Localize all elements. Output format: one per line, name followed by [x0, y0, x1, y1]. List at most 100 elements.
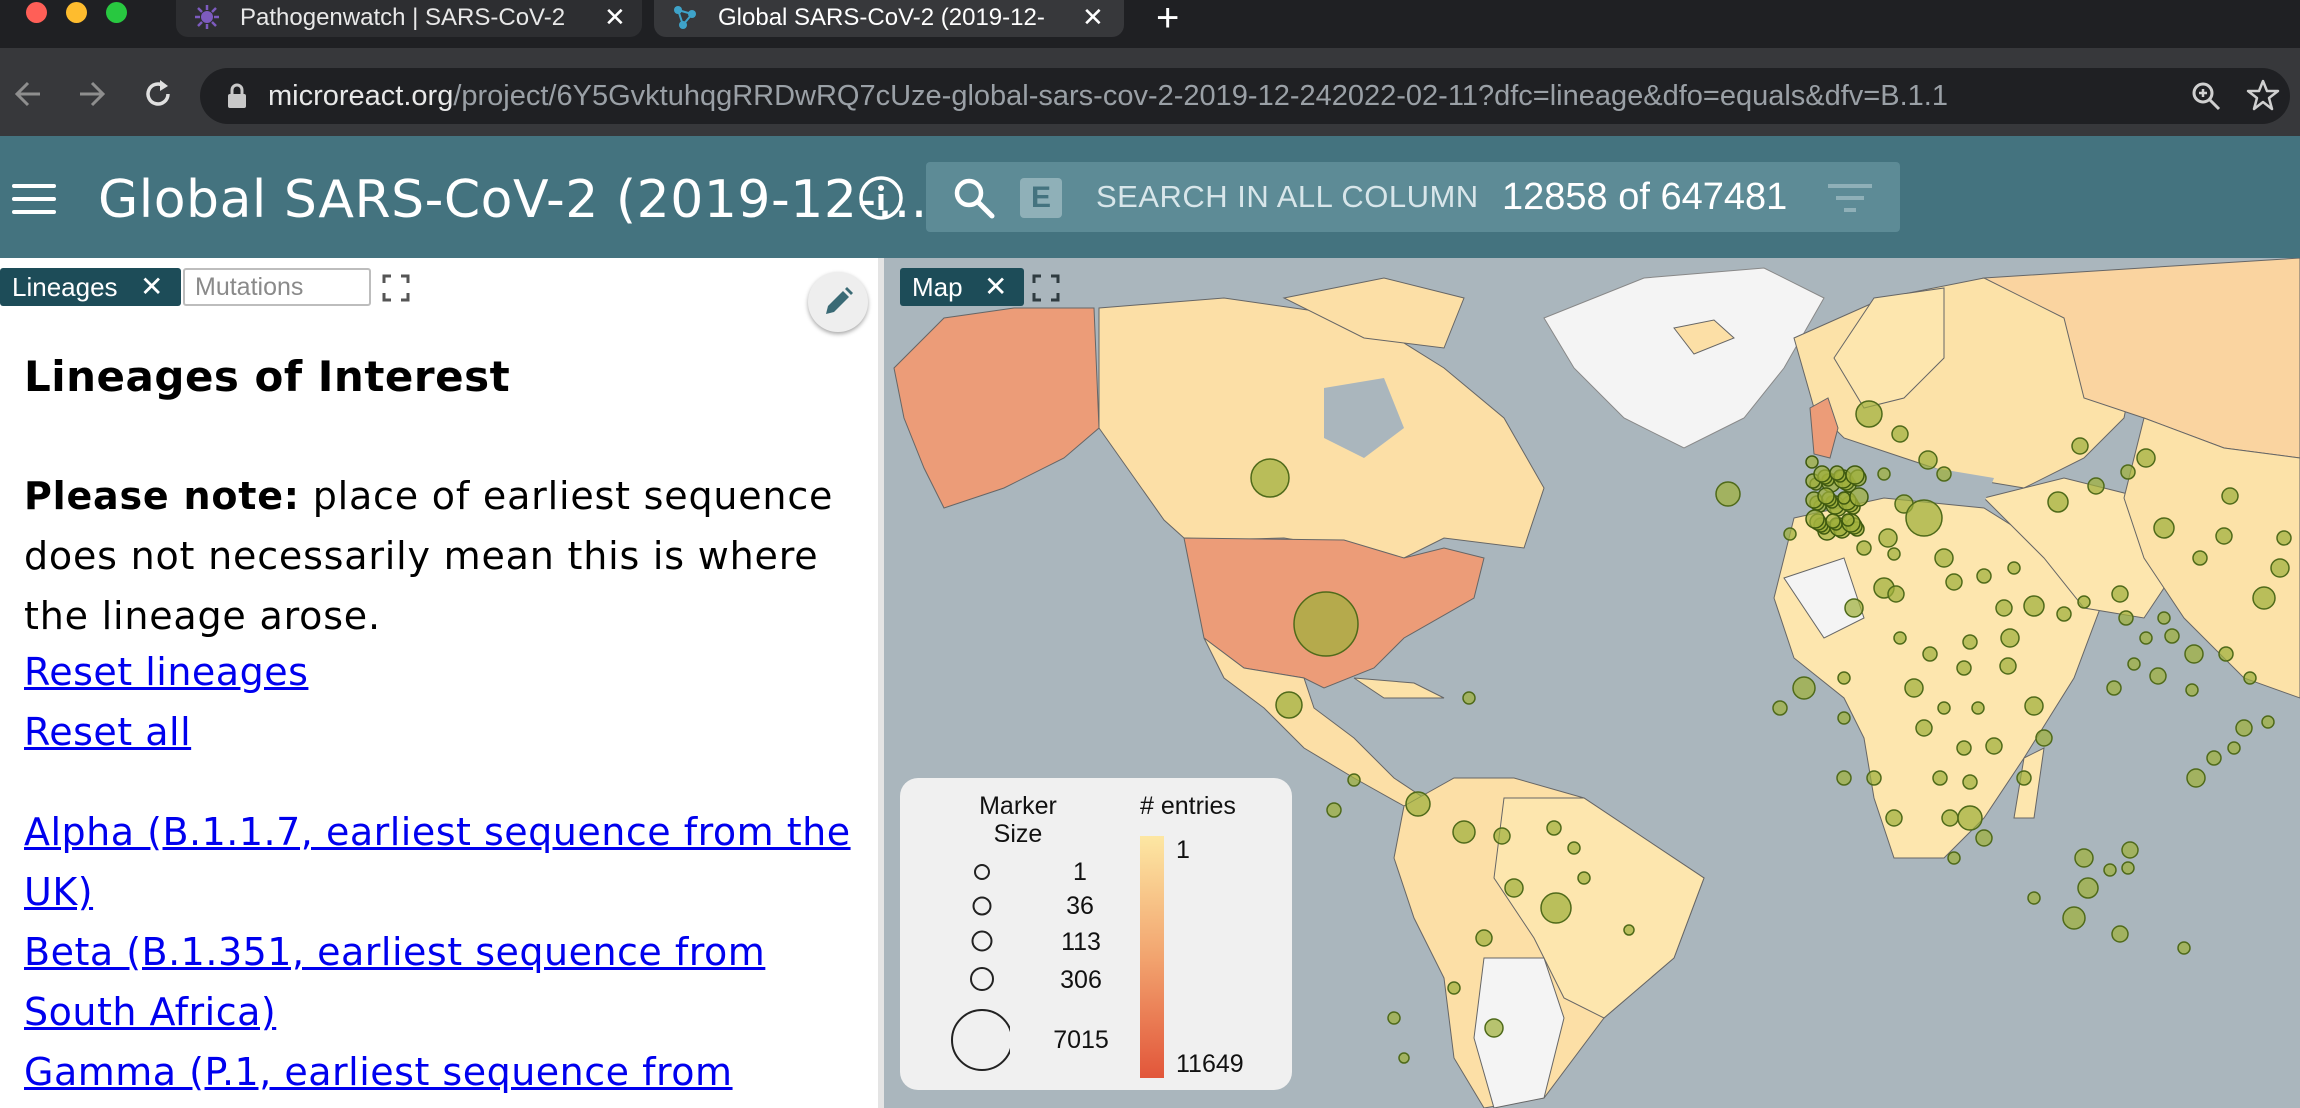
window-minimize-button[interactable] — [66, 2, 87, 23]
map-marker[interactable] — [1947, 851, 1961, 865]
tab-map[interactable]: Map ✕ — [900, 268, 1024, 306]
map-marker[interactable] — [1772, 700, 1788, 716]
map-marker[interactable] — [1250, 458, 1290, 498]
map-marker[interactable] — [1462, 691, 1476, 705]
panel-divider[interactable] — [878, 258, 884, 1108]
browser-tab-microreact[interactable]: Global SARS-CoV-2 (2019-12- ✕ — [654, 0, 1124, 37]
map-marker[interactable] — [2221, 487, 2239, 505]
map-marker[interactable] — [1845, 465, 1865, 485]
map-marker[interactable] — [1971, 701, 1985, 715]
map-marker[interactable] — [1504, 878, 1524, 898]
map-marker[interactable] — [1855, 400, 1883, 428]
map-marker[interactable] — [2206, 750, 2222, 766]
map-marker[interactable] — [2227, 741, 2241, 755]
map-marker[interactable] — [2023, 595, 2045, 617]
map-marker[interactable] — [1837, 491, 1851, 505]
map-marker[interactable] — [2184, 644, 2204, 664]
reload-icon[interactable] — [140, 76, 176, 112]
close-tab-icon[interactable]: ✕ — [604, 2, 626, 32]
zoom-icon[interactable] — [2190, 80, 2222, 112]
map-marker[interactable] — [1836, 770, 1852, 786]
map-marker[interactable] — [1493, 827, 1511, 845]
map-marker[interactable] — [2077, 877, 2099, 899]
map-marker[interactable] — [1475, 929, 1493, 947]
close-icon[interactable]: ✕ — [984, 271, 1008, 302]
tab-lineages[interactable]: Lineages ✕ — [0, 268, 181, 306]
map-marker[interactable] — [2136, 448, 2156, 468]
map-marker[interactable] — [1985, 737, 2003, 755]
map-marker[interactable] — [1805, 455, 1819, 469]
map-marker[interactable] — [2218, 646, 2234, 662]
bookmark-star-icon[interactable] — [2246, 78, 2280, 112]
search-icon[interactable] — [952, 176, 996, 220]
map-marker[interactable] — [1956, 740, 1972, 756]
back-arrow-icon[interactable] — [10, 78, 46, 110]
map-marker[interactable] — [2149, 667, 2167, 685]
map-marker[interactable] — [1837, 671, 1851, 685]
map-marker[interactable] — [1957, 805, 1983, 831]
map-marker[interactable] — [2121, 861, 2135, 875]
map-marker[interactable] — [1891, 425, 1909, 443]
map-marker[interactable] — [1387, 1011, 1401, 1025]
close-icon[interactable]: ✕ — [140, 271, 164, 302]
menu-icon[interactable] — [12, 184, 56, 214]
map-marker[interactable] — [2177, 941, 2191, 955]
lineage-link-beta[interactable]: Beta (B.1.351, earliest sequence from So… — [24, 930, 766, 1034]
info-icon[interactable] — [858, 175, 904, 221]
map-marker[interactable] — [2106, 680, 2122, 696]
map-marker[interactable] — [1837, 711, 1851, 725]
edit-button[interactable] — [808, 272, 868, 332]
map-marker[interactable] — [2127, 657, 2141, 671]
search-bar[interactable]: E SEARCH IN ALL COLUMN 12858 of 647481 — [926, 162, 1900, 232]
map-marker[interactable] — [1976, 568, 1992, 584]
map-marker[interactable] — [1995, 599, 2013, 617]
map-marker[interactable] — [1813, 465, 1831, 483]
map-marker[interactable] — [2243, 671, 2257, 685]
map-marker[interactable] — [1783, 527, 1797, 541]
map-marker[interactable] — [1817, 487, 1835, 505]
map-marker[interactable] — [1447, 981, 1461, 995]
map-marker[interactable] — [1904, 678, 1924, 698]
map-marker[interactable] — [2071, 437, 2089, 455]
close-tab-icon[interactable]: ✕ — [1082, 2, 1104, 32]
map-marker[interactable] — [1844, 598, 1864, 618]
map-marker[interactable] — [2276, 530, 2292, 546]
window-close-button[interactable] — [26, 2, 47, 23]
map-marker[interactable] — [1866, 770, 1882, 786]
map-marker[interactable] — [2111, 925, 2129, 943]
map-marker[interactable] — [1877, 467, 1891, 481]
map-marker[interactable] — [1792, 676, 1816, 700]
map-marker[interactable] — [1905, 499, 1943, 537]
lineage-link-gamma[interactable]: Gamma (P.1, earliest sequence from — [24, 1050, 733, 1094]
map-marker[interactable] — [2120, 464, 2136, 480]
map-marker[interactable] — [1326, 802, 1342, 818]
map-marker[interactable] — [2139, 631, 2153, 645]
forward-arrow-icon[interactable] — [74, 78, 110, 110]
map-marker[interactable] — [1887, 585, 1905, 603]
expand-icon[interactable] — [382, 274, 410, 302]
map-marker[interactable] — [2185, 683, 2199, 697]
map-marker[interactable] — [1918, 450, 1938, 470]
map-marker[interactable] — [2087, 477, 2105, 495]
map-marker[interactable] — [2261, 715, 2275, 729]
map-marker[interactable] — [1347, 773, 1361, 787]
map-marker[interactable] — [2192, 550, 2208, 566]
reset-lineages-link[interactable]: Reset lineages — [24, 650, 309, 694]
map-marker[interactable] — [2103, 863, 2117, 877]
map-marker[interactable] — [1956, 660, 1972, 676]
map-marker[interactable] — [2270, 558, 2290, 578]
map-marker[interactable] — [1805, 509, 1825, 529]
search-mode-badge[interactable]: E — [1020, 178, 1062, 218]
map-marker[interactable] — [1936, 466, 1952, 482]
browser-tab-pathogenwatch[interactable]: Pathogenwatch | SARS-CoV-2 ✕ — [176, 0, 642, 37]
map-marker[interactable] — [1915, 719, 1933, 737]
map-marker[interactable] — [1275, 691, 1303, 719]
map-marker[interactable] — [2118, 610, 2134, 626]
map-marker[interactable] — [1887, 547, 1901, 561]
map-marker[interactable] — [1878, 528, 1898, 548]
reset-all-link[interactable]: Reset all — [24, 710, 192, 754]
new-tab-button[interactable]: + — [1156, 0, 1180, 40]
map-marker[interactable] — [2056, 606, 2072, 622]
map-marker[interactable] — [1999, 657, 2017, 675]
map-marker[interactable] — [2062, 906, 2086, 930]
